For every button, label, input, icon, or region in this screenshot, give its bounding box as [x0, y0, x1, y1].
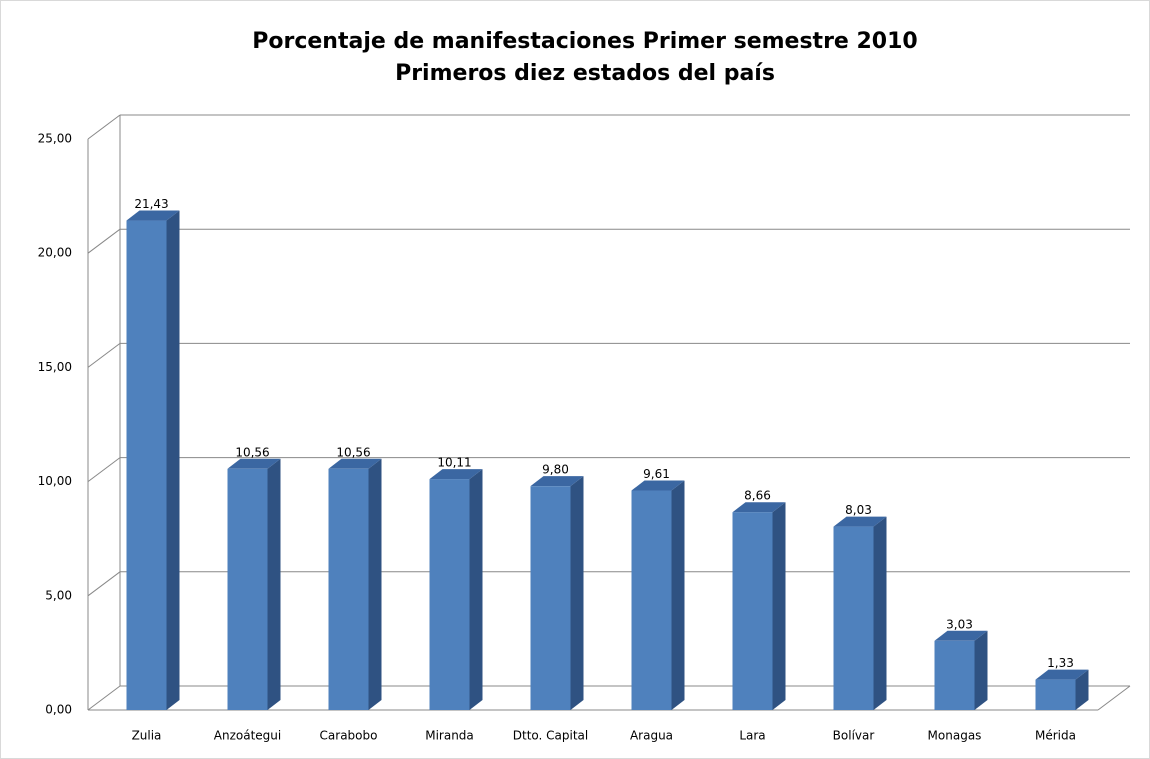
grid-line-side: [87, 457, 121, 483]
value-label: 3,03: [946, 617, 973, 631]
bar: [126, 220, 167, 710]
bar-side: [1075, 669, 1089, 710]
bar-side: [570, 476, 584, 710]
bar-top: [530, 476, 584, 487]
grid-line-side: [87, 685, 121, 711]
x-tick-label: Bolívar: [833, 729, 875, 743]
value-label: 10,56: [235, 445, 269, 459]
value-label: 8,66: [744, 489, 771, 503]
bar: [732, 512, 773, 710]
value-label: 8,03: [845, 503, 872, 517]
x-tick-label: Anzoátegui: [214, 729, 281, 743]
bar-side: [772, 502, 786, 710]
x-tick-label: Carabobo: [320, 729, 378, 743]
bar-top: [126, 210, 180, 221]
bar: [833, 526, 874, 710]
bar-top: [429, 469, 483, 480]
bar-side: [267, 458, 281, 710]
bar-top: [631, 480, 685, 491]
floor-right: [1097, 685, 1131, 711]
x-tick-label: Mérida: [1035, 729, 1076, 743]
bar-top: [227, 458, 281, 469]
bar: [934, 640, 975, 710]
grid-line-side: [87, 228, 121, 254]
grid-line-side: [87, 114, 121, 140]
bar-side: [166, 210, 180, 710]
value-label: 1,33: [1047, 656, 1074, 670]
bar-top: [934, 630, 988, 641]
value-label: 10,11: [437, 456, 471, 470]
bar: [1035, 679, 1076, 710]
bar-top: [328, 458, 382, 469]
bar-top: [833, 516, 887, 527]
y-tick-label: 15,00: [38, 360, 72, 374]
bar: [631, 490, 672, 710]
x-tick-label: Lara: [739, 729, 765, 743]
bar: [530, 486, 571, 710]
value-label: 9,61: [643, 467, 670, 481]
y-tick-label: 5,00: [45, 588, 72, 602]
value-label: 9,80: [542, 463, 569, 477]
x-tick-label: Miranda: [425, 729, 474, 743]
y-tick-label: 20,00: [38, 246, 72, 260]
bar-side: [974, 630, 988, 710]
bar-side: [469, 469, 483, 710]
bar-top: [732, 502, 786, 513]
bar: [227, 468, 268, 710]
grid-line-side: [87, 571, 121, 597]
value-label: 21,43: [134, 197, 168, 211]
x-tick-label: Monagas: [928, 729, 982, 743]
grid-line-side: [87, 342, 121, 368]
value-label: 10,56: [336, 445, 370, 459]
chart-subtitle: Primeros diez estados del país: [395, 61, 775, 86]
chart-title: Porcentaje de manifestaciones Primer sem…: [252, 29, 917, 54]
x-tick-label: Dtto. Capital: [513, 729, 589, 743]
y-tick-label: 25,00: [38, 132, 72, 146]
bar-side: [873, 516, 887, 710]
bar-top: [1035, 669, 1089, 680]
bar: [429, 479, 470, 710]
x-tick-label: Zulia: [132, 729, 162, 743]
bar-side: [368, 458, 382, 710]
bar: [328, 468, 369, 710]
bar-side: [671, 480, 685, 710]
x-tick-label: Aragua: [630, 729, 673, 743]
y-tick-label: 10,00: [38, 474, 72, 488]
y-tick-label: 0,00: [45, 703, 72, 717]
